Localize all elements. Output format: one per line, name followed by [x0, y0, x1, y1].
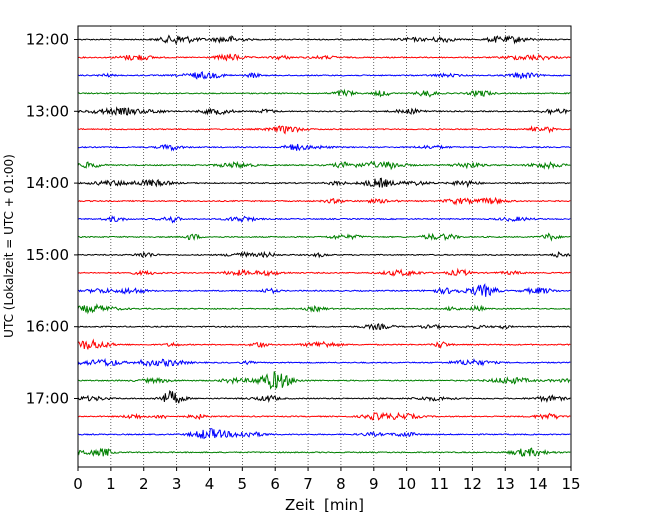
trace-1615	[77, 338, 571, 350]
trace-1400	[77, 177, 571, 189]
trace-1430	[77, 215, 571, 224]
y-tick-label: 13:00	[26, 102, 69, 120]
x-tick-label: 11	[430, 475, 449, 493]
trace-1500	[77, 250, 571, 259]
trace-1715	[77, 411, 571, 421]
y-tick-label: 15:00	[26, 246, 69, 264]
trace-1200	[77, 34, 571, 45]
trace-group	[77, 34, 571, 457]
x-tick-label: 3	[172, 475, 182, 493]
trace-1300	[77, 106, 571, 117]
x-tick-label: 13	[496, 475, 515, 493]
trace-1345	[77, 160, 571, 171]
trace-1515	[77, 267, 571, 277]
y-tick-label: 12:00	[26, 31, 69, 49]
x-axis: 0 1 2 3 4 5 6 7 8 9 10 11 12 13 14 15	[73, 467, 581, 493]
trace-1630	[77, 357, 571, 368]
y-tick-label: 16:00	[26, 318, 69, 336]
trace-1600	[77, 323, 571, 331]
x-tick-label: 8	[336, 475, 346, 493]
y-tick-label: 14:00	[26, 174, 69, 192]
x-axis-label: Zeit [min]	[285, 496, 364, 514]
x-tick-label: 10	[397, 475, 416, 493]
trace-1745	[77, 447, 571, 457]
x-tick-label: 1	[106, 475, 116, 493]
y-tick-label: 17:00	[26, 390, 69, 408]
plot-frame	[77, 25, 572, 468]
trace-1215	[77, 53, 571, 62]
trace-1645	[77, 371, 571, 390]
x-tick-label: 5	[238, 475, 248, 493]
x-tick-label: 4	[205, 475, 215, 493]
trace-1445	[77, 232, 571, 242]
trace-1315	[77, 125, 571, 135]
trace-1730	[77, 428, 571, 440]
trace-1545	[77, 303, 571, 315]
trace-1330	[77, 143, 571, 152]
x-tick-label: 7	[303, 475, 313, 493]
x-tick-label: 14	[529, 475, 548, 493]
trace-1245	[77, 88, 571, 98]
x-tick-label: 9	[369, 475, 379, 493]
x-tick-label: 2	[139, 475, 149, 493]
y-axis-label: UTC (Lokalzeit = UTC + 01:00)	[2, 154, 16, 338]
x-tick-label: 12	[463, 475, 482, 493]
y-axis: 12:00 13:00 14:00 15:00 16:00 17:00	[26, 31, 78, 408]
trace-1230	[77, 71, 571, 80]
x-tick-label: 15	[561, 475, 580, 493]
trace-1700	[77, 390, 571, 404]
x-tick-label: 6	[270, 475, 280, 493]
grid-lines	[110, 26, 539, 467]
trace-1530	[77, 283, 571, 297]
trace-1415	[77, 196, 571, 206]
x-tick-label: 0	[73, 475, 83, 493]
